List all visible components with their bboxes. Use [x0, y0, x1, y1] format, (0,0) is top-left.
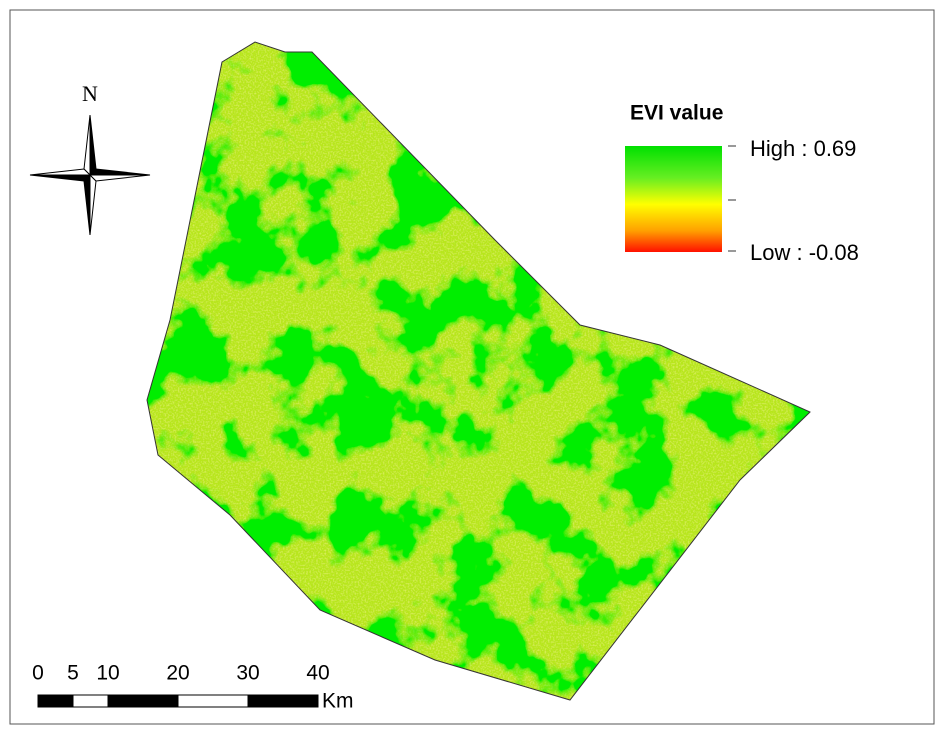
scale-segment	[107, 694, 179, 708]
north-arrow	[29, 114, 151, 236]
boundary	[146, 41, 811, 701]
scale-label: 40	[306, 662, 329, 685]
evi-raster	[147, 42, 810, 700]
frame	[9, 9, 935, 725]
scale-segment	[177, 694, 249, 708]
legend-ramp	[625, 146, 722, 252]
legend-high: High : 0.69	[750, 136, 856, 161]
scale-bar: 0 5 10 20 30 40 Km	[32, 662, 353, 713]
scale-label: 30	[236, 662, 259, 685]
scale-unit: Km	[322, 690, 354, 713]
north-label: N	[82, 81, 98, 106]
legend-title: EVI value	[630, 102, 723, 125]
scale-segment	[72, 694, 109, 708]
scale-segment	[37, 694, 74, 708]
scale-label: 10	[96, 662, 119, 685]
scale-label: 0	[32, 662, 44, 685]
scale-segment	[247, 694, 319, 708]
legend: EVI value High : 0.69 Low : -0.08	[625, 102, 859, 265]
scale-label: 20	[166, 662, 189, 685]
scale-label: 5	[67, 662, 79, 685]
legend-low: Low : -0.08	[750, 240, 859, 265]
